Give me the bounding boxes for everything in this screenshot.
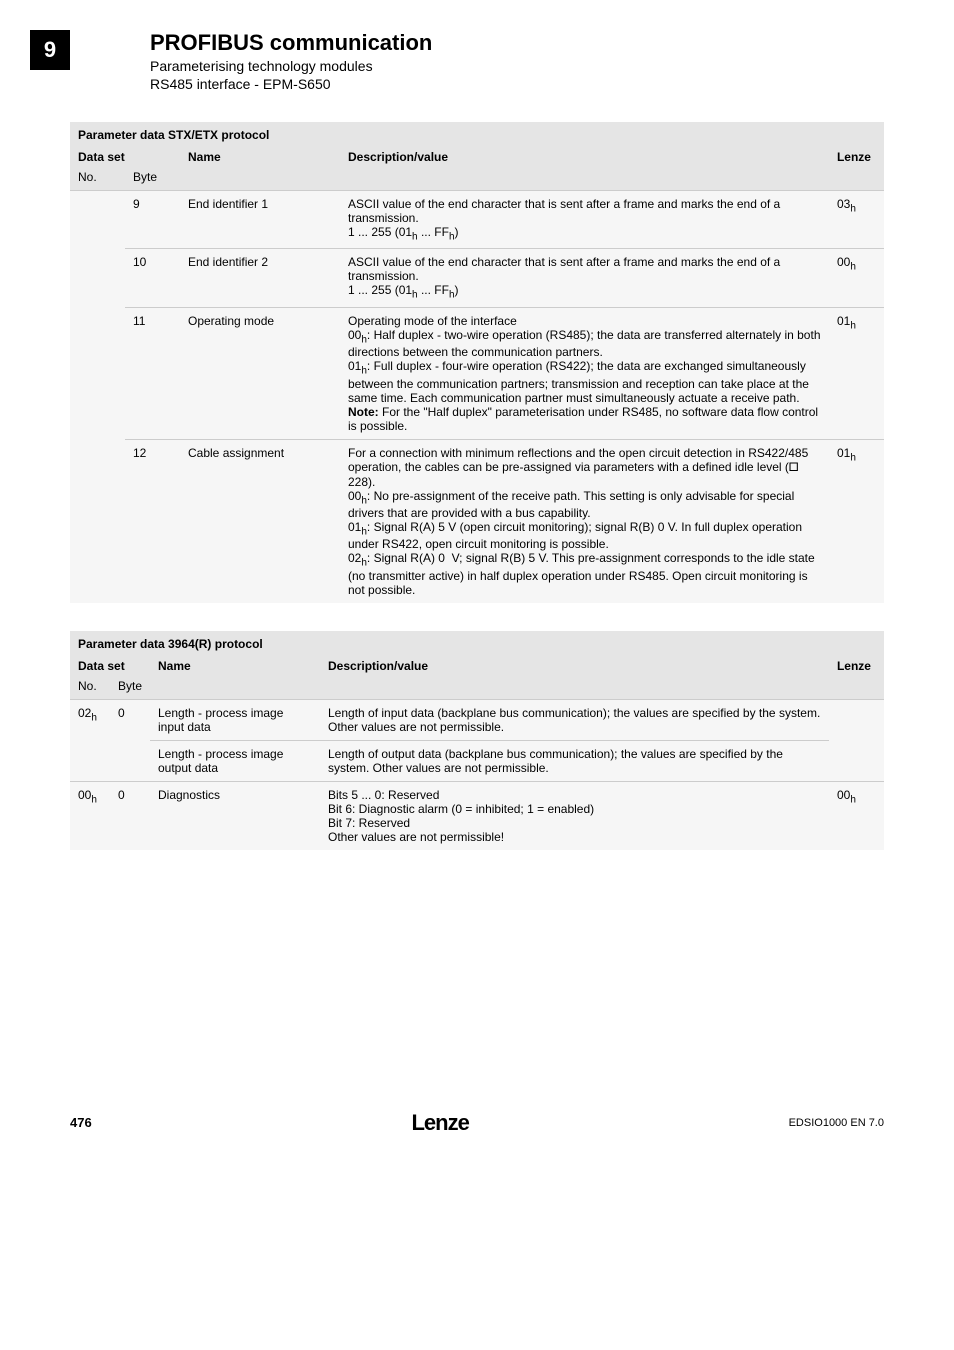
cell-no [70, 307, 125, 439]
chapter-number-tab: 9 [30, 30, 70, 70]
cell-name: End identifier 1 [180, 191, 340, 249]
cell-no [70, 191, 125, 249]
cell-lenze [829, 740, 884, 781]
table1-h-desc: Description/value [340, 146, 829, 170]
table-row: 00h 0 Diagnostics Bits 5 ... 0: Reserved… [70, 781, 884, 850]
table2-h-byte: Byte [110, 679, 150, 700]
page-footer: 476 Lenze EDSIO1000 EN 7.0 [70, 1110, 884, 1136]
table1-h-name: Name [180, 146, 340, 170]
table2-h-dataset: Data set [70, 655, 150, 679]
cell-byte: 10 [125, 249, 180, 307]
table2-h-no: No. [70, 679, 110, 700]
cell-no [70, 249, 125, 307]
doc-id: EDSIO1000 EN 7.0 [789, 1117, 884, 1129]
page-subtitle-1: Parameterising technology modules [150, 58, 884, 74]
cell-desc: Length of input data (backplane bus comm… [320, 699, 829, 740]
table-row: 9 End identifier 1 ASCII value of the en… [70, 191, 884, 249]
table-stx-etx: Parameter data STX/ETX protocol Data set… [70, 122, 884, 603]
cell-name: Cable assignment [180, 439, 340, 603]
table-row: Length - process image output data Lengt… [70, 740, 884, 781]
cell-no: 00h [70, 781, 110, 850]
page-subtitle-2: RS485 interface - EPM-S650 [150, 76, 884, 92]
cell-desc: ASCII value of the end character that is… [340, 191, 829, 249]
title-block: PROFIBUS communication Parameterising te… [150, 30, 884, 92]
table1-h-dataset: Data set [70, 146, 180, 170]
cell-lenze: 03h [829, 191, 884, 249]
page-number: 476 [70, 1115, 92, 1130]
cell-desc: Length of output data (backplane bus com… [320, 740, 829, 781]
cell-name: Diagnostics [150, 781, 320, 850]
table1-caption: Parameter data STX/ETX protocol [70, 122, 884, 146]
table-3964r: Parameter data 3964(R) protocol Data set… [70, 631, 884, 850]
cell-lenze [829, 699, 884, 740]
table2-h-name: Name [150, 655, 320, 679]
table1-h-no: No. [70, 170, 125, 191]
cell-byte [110, 740, 150, 781]
cell-lenze: 01h [829, 439, 884, 603]
lenze-logo: Lenze [411, 1110, 468, 1136]
cell-desc: ASCII value of the end character that is… [340, 249, 829, 307]
cell-name: Length - process image input data [150, 699, 320, 740]
table-row: 11 Operating mode Operating mode of the … [70, 307, 884, 439]
table-row: 12 Cable assignment For a connection wit… [70, 439, 884, 603]
cell-desc: Operating mode of the interface00h: Half… [340, 307, 829, 439]
table-row: 10 End identifier 2 ASCII value of the e… [70, 249, 884, 307]
table-row: 02h 0 Length - process image input data … [70, 699, 884, 740]
cell-name: Length - process image output data [150, 740, 320, 781]
table1-h-byte: Byte [125, 170, 180, 191]
cell-name: End identifier 2 [180, 249, 340, 307]
cell-desc: For a connection with minimum reflection… [340, 439, 829, 603]
cell-lenze: 01h [829, 307, 884, 439]
cell-byte: 9 [125, 191, 180, 249]
cell-byte: 12 [125, 439, 180, 603]
cell-lenze: 00h [829, 249, 884, 307]
cell-byte: 0 [110, 781, 150, 850]
table1-h-lenze: Lenze [829, 146, 884, 170]
cell-lenze: 00h [829, 781, 884, 850]
cell-no [70, 740, 110, 781]
cell-name: Operating mode [180, 307, 340, 439]
page-title: PROFIBUS communication [150, 30, 884, 56]
cell-no: 02h [70, 699, 110, 740]
table2-h-desc: Description/value [320, 655, 829, 679]
cell-byte: 0 [110, 699, 150, 740]
table2-h-lenze: Lenze [829, 655, 884, 679]
table2-caption: Parameter data 3964(R) protocol [70, 631, 884, 655]
cell-no [70, 439, 125, 603]
cell-desc: Bits 5 ... 0: ReservedBit 6: Diagnostic … [320, 781, 829, 850]
cell-byte: 11 [125, 307, 180, 439]
